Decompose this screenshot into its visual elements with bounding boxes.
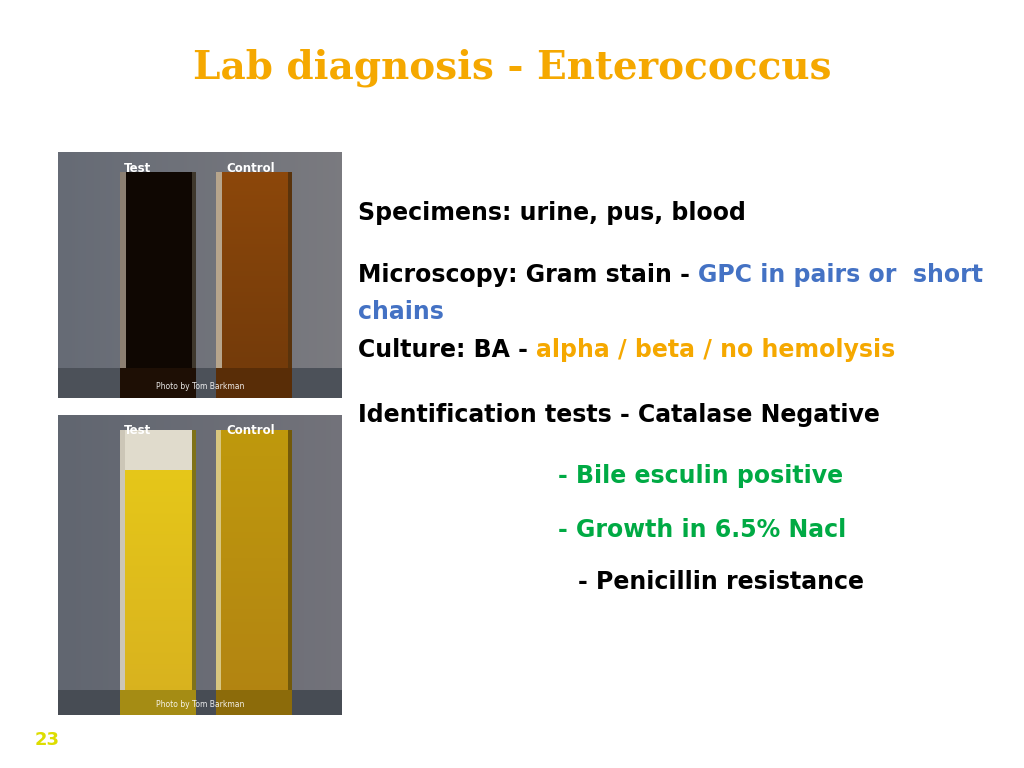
Text: Identification tests - Catalase Negative: Identification tests - Catalase Negative	[358, 403, 880, 427]
Text: Control: Control	[226, 162, 275, 175]
Text: Control: Control	[226, 424, 275, 437]
Text: - Penicillin resistance: - Penicillin resistance	[578, 570, 864, 594]
Text: GPC in pairs or  short: GPC in pairs or short	[698, 263, 983, 287]
Text: Specimens: urine, pus, blood: Specimens: urine, pus, blood	[358, 201, 745, 225]
Text: - Growth in 6.5% Nacl: - Growth in 6.5% Nacl	[558, 518, 846, 542]
Text: 23: 23	[35, 731, 60, 749]
Text: chains: chains	[358, 300, 443, 324]
Text: alpha / beta / no hemolysis: alpha / beta / no hemolysis	[537, 338, 895, 362]
Text: Microscopy: Gram stain -: Microscopy: Gram stain -	[358, 263, 698, 287]
Text: Culture: BA -: Culture: BA -	[358, 338, 537, 362]
Text: - Bile esculin positive: - Bile esculin positive	[558, 464, 843, 488]
Text: Photo by Tom Barkman: Photo by Tom Barkman	[156, 700, 244, 709]
Text: Photo by Tom Barkman: Photo by Tom Barkman	[156, 382, 244, 391]
Text: Test: Test	[124, 162, 152, 175]
Text: Test: Test	[124, 424, 152, 437]
Text: Lab diagnosis - Enterococcus: Lab diagnosis - Enterococcus	[193, 48, 831, 88]
